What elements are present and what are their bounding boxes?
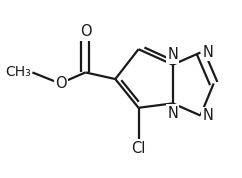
Text: O: O: [80, 24, 91, 39]
Text: O: O: [55, 76, 67, 91]
Text: N: N: [167, 48, 178, 62]
Text: N: N: [202, 45, 213, 60]
Text: N: N: [202, 108, 213, 123]
Text: CH₃: CH₃: [6, 66, 31, 79]
Text: N: N: [167, 106, 178, 121]
Text: Cl: Cl: [131, 141, 146, 156]
